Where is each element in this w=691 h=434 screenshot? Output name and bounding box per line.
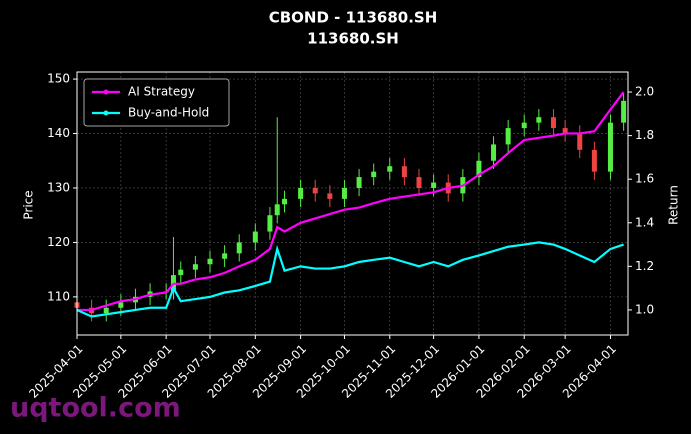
legend-label: AI Strategy bbox=[128, 85, 195, 99]
y2-tick-label: 1.0 bbox=[635, 302, 654, 316]
candle-body bbox=[222, 253, 228, 259]
y2-tick-label: 2.0 bbox=[635, 85, 654, 99]
candle-body bbox=[274, 204, 280, 216]
candle-body bbox=[591, 149, 597, 172]
candle-body bbox=[562, 128, 568, 134]
candle-body bbox=[267, 215, 273, 232]
line-series bbox=[77, 91, 625, 312]
legend-label: Buy-and-Hold bbox=[128, 106, 209, 120]
candle-body bbox=[252, 231, 258, 243]
candle-body bbox=[103, 307, 109, 314]
y-axis-label: Price bbox=[22, 190, 36, 219]
candle-body bbox=[476, 160, 482, 178]
candle-body bbox=[298, 187, 304, 199]
legend-marker bbox=[103, 89, 109, 95]
y-tick-label: 130 bbox=[47, 180, 70, 194]
y2-tick-label: 1.4 bbox=[635, 215, 654, 229]
y2-axis-label: Return bbox=[667, 185, 681, 225]
candle-body bbox=[536, 117, 542, 123]
candle-body bbox=[236, 242, 242, 254]
y2-tick-label: 1.6 bbox=[635, 172, 654, 186]
y-tick-label: 140 bbox=[47, 126, 70, 140]
legend: AI Strategy Buy-and-Hold bbox=[83, 78, 230, 127]
y-tick-label: 120 bbox=[47, 235, 70, 249]
candle-body bbox=[550, 117, 556, 129]
candle-body bbox=[521, 122, 527, 129]
candle-body bbox=[491, 144, 497, 161]
watermark: uqtool.com bbox=[10, 393, 181, 424]
candle-body bbox=[118, 302, 124, 308]
y2-tick-label: 1.2 bbox=[635, 259, 654, 273]
candle-body bbox=[371, 171, 377, 178]
candle-body bbox=[312, 187, 318, 194]
y2-tick-label: 1.8 bbox=[635, 128, 654, 142]
candle-body bbox=[401, 166, 407, 178]
candle-body bbox=[282, 198, 288, 205]
candle-body bbox=[621, 100, 627, 123]
candle-body bbox=[356, 177, 362, 188]
candle-body bbox=[327, 193, 333, 199]
plot-frame bbox=[76, 71, 629, 336]
legend-box bbox=[83, 78, 230, 127]
y-tick-label: 110 bbox=[47, 289, 70, 303]
candle-body bbox=[431, 182, 437, 188]
candle-body bbox=[192, 264, 198, 270]
candle-body bbox=[505, 128, 511, 145]
candle-body bbox=[416, 177, 422, 188]
candle-body bbox=[341, 187, 347, 199]
candle-body bbox=[577, 133, 583, 150]
legend-marker bbox=[103, 110, 109, 116]
y-tick-label: 150 bbox=[47, 72, 70, 86]
candle-body bbox=[607, 122, 613, 172]
line-series bbox=[76, 241, 624, 318]
candle-body bbox=[207, 258, 213, 265]
candle-body bbox=[387, 166, 393, 172]
chart-subtitle: 113680.SH bbox=[307, 30, 399, 48]
chart-title: CBOND - 113680.SH bbox=[269, 9, 438, 27]
candle-body bbox=[178, 269, 184, 276]
